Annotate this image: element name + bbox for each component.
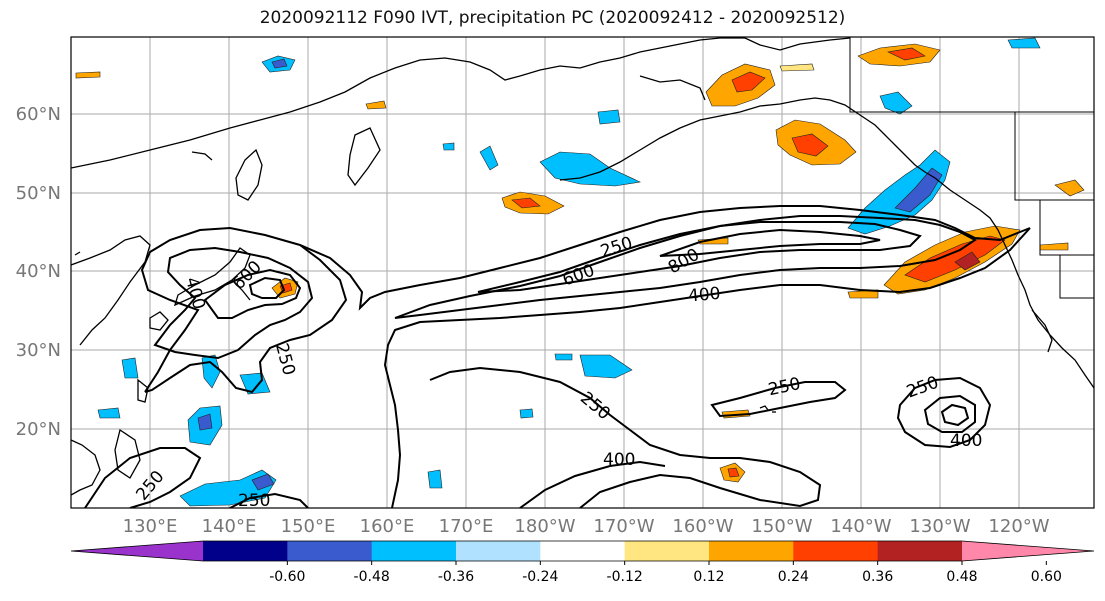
lon-label: 140°W xyxy=(830,516,891,537)
map-title: 2020092112 F090 IVT, precipitation PC (2… xyxy=(259,8,846,28)
ivt-contour-800-japan xyxy=(248,276,286,299)
lon-label: 150°W xyxy=(751,516,812,537)
ivt-contour-250-se xyxy=(896,376,992,449)
precip-blob-west-pac xyxy=(75,71,101,79)
ivt-contour-600-se xyxy=(940,403,970,427)
colorbar-segment xyxy=(709,541,794,561)
colorbar-segment xyxy=(877,541,963,561)
precip-blob-east1 xyxy=(1054,179,1085,197)
ivt-contour-400-se xyxy=(923,394,976,433)
ivt-contour-250-sw xyxy=(84,447,202,508)
colorbar-extension-high xyxy=(962,541,1094,561)
precip-blob-mex-core xyxy=(727,467,740,478)
colorbar-extension-low xyxy=(71,541,203,561)
colorbar-tick-label: 0.24 xyxy=(778,569,809,585)
colorbar-segment xyxy=(624,541,710,561)
colorbar-tick-label: -0.24 xyxy=(522,569,558,585)
precip-blob-tropic5 xyxy=(427,469,443,489)
colorbar: -0.60 -0.48 -0.36 -0.24 -0.12 0.12 0.24 0.36 0.4… xyxy=(70,540,1095,585)
colorbar-tick-label: -0.48 xyxy=(354,569,390,585)
contour-label: 400 xyxy=(950,431,982,451)
precip-blob-north1-core xyxy=(271,58,288,69)
ivt-contour-250-main-south xyxy=(383,227,1031,508)
precip-blob-tropic10 xyxy=(442,142,455,151)
colorbar-tick-label: 0.60 xyxy=(1031,569,1062,585)
contour-label: 400 xyxy=(603,450,635,470)
ivt-contour-400-tropic xyxy=(519,460,666,508)
lon-label: 170°E xyxy=(439,516,494,537)
precip-blob-westcoast-core xyxy=(904,235,1006,283)
ivt-contour-250-japan xyxy=(144,244,348,394)
precip-blob-alaska-core xyxy=(731,71,766,93)
lon-label: 140°E xyxy=(202,516,257,537)
lat-label: 50°N xyxy=(16,183,61,204)
precip-blob-sc1-core xyxy=(251,473,275,491)
colorbar-tick-label: 0.48 xyxy=(946,569,977,585)
colorbar-tick-label: 0.36 xyxy=(862,569,893,585)
lat-label: 40°N xyxy=(16,261,61,282)
precip-blob-tropic6 xyxy=(97,407,121,419)
precip-blob-philippines-core xyxy=(197,413,213,431)
lat-labels: 60°N 50°N 40°N 30°N 20°N xyxy=(16,104,61,440)
colorbar-segment xyxy=(203,541,288,561)
colorbar-segment xyxy=(456,541,541,561)
precip-blob-north2 xyxy=(879,91,913,115)
ivt-contour-600-japan xyxy=(203,268,302,319)
lon-label: 160°E xyxy=(360,516,415,537)
lon-label: 130°E xyxy=(123,516,178,537)
colorbar-outline xyxy=(70,540,1095,562)
lat-label: 30°N xyxy=(16,340,61,361)
lon-label: 120°W xyxy=(988,516,1049,537)
colorbar-tick-label: -0.12 xyxy=(607,569,643,585)
colorbar-tick-label: -0.60 xyxy=(269,569,305,585)
lon-label: 150°E xyxy=(281,516,336,537)
ivt-contour-800-main xyxy=(659,228,881,257)
precipitation-shading xyxy=(75,37,1085,507)
lon-label: 180°W xyxy=(514,516,575,537)
colorbar-segment xyxy=(540,541,626,561)
lon-label: 170°W xyxy=(593,516,654,537)
lon-labels: 130°E 140°E 150°E 160°E 170°E 180°W 170°… xyxy=(123,516,1050,537)
precip-blob-yukon-core xyxy=(887,47,926,61)
contour-label: 400 xyxy=(687,284,721,307)
precip-blob-aleutian-core xyxy=(511,197,541,209)
ivt-contours xyxy=(84,205,1031,508)
precip-blob-small2 xyxy=(779,63,815,72)
ivt-contour-250-hawaii xyxy=(710,381,847,418)
ivt-contour-400-japan xyxy=(153,246,314,360)
colorbar-tick-label: 0.12 xyxy=(693,569,724,585)
ivt-contour-250-tropic xyxy=(429,366,822,508)
lon-label: 130°W xyxy=(909,516,970,537)
lon-label: 160°W xyxy=(672,516,733,537)
precip-blob-small1 xyxy=(365,100,387,110)
map-frame xyxy=(70,36,1095,509)
ivt-contour-250-main xyxy=(140,205,1031,393)
precip-blob-tropic4 xyxy=(121,357,139,379)
precip-blob-tropic9 xyxy=(554,353,573,361)
gridlines xyxy=(71,37,1094,508)
colorbar-segment xyxy=(793,541,879,561)
coastlines xyxy=(71,37,1094,496)
ivt-contour-250-bottom xyxy=(229,492,309,508)
colorbar-tick-label: -0.36 xyxy=(438,569,474,585)
colorbar-segment xyxy=(287,541,373,561)
colorbar-segment xyxy=(371,541,457,561)
contour-label: 250 xyxy=(238,491,270,511)
precip-blob-bc-coast-core xyxy=(894,167,943,213)
precip-blob-westcoast-dark xyxy=(954,251,981,271)
precip-blob-tropic3 xyxy=(579,354,633,379)
lat-label: 60°N xyxy=(16,104,61,125)
precip-blob-north3 xyxy=(1007,37,1041,49)
lat-label: 20°N xyxy=(16,419,61,440)
precip-blob-tropic7 xyxy=(519,408,534,419)
precip-blob-tropic8 xyxy=(597,109,621,125)
precip-blob-gulf-core xyxy=(791,133,829,157)
ivt-contour-400-main xyxy=(394,215,977,319)
ivt-contour-600-main xyxy=(477,221,922,293)
precip-blob-seaofokhotsk xyxy=(479,145,499,171)
